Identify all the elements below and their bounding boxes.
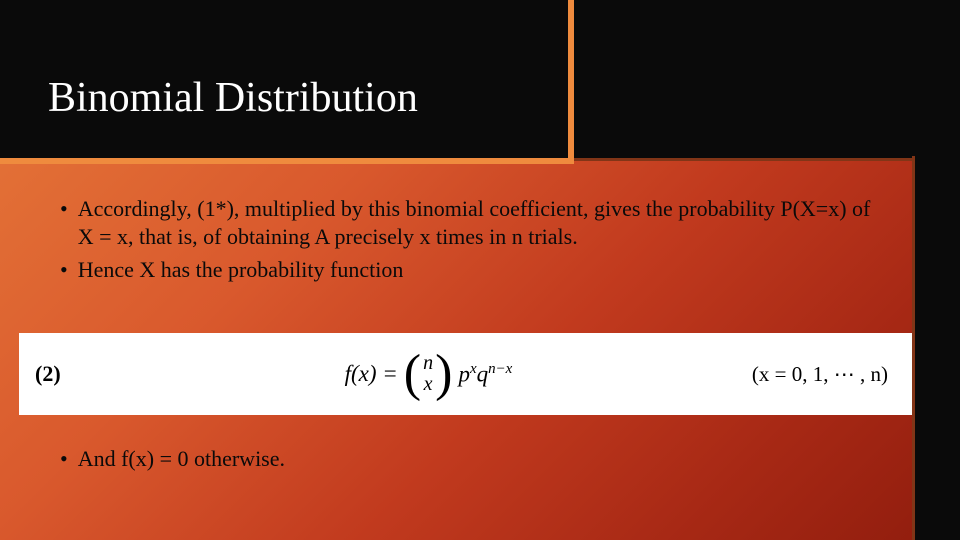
content-area: • Accordingly, (1*), multiplied by this …: [60, 195, 882, 290]
bullet-1: • Accordingly, (1*), multiplied by this …: [60, 195, 882, 250]
equation-domain: (x = 0, 1, ⋯ , n): [752, 362, 888, 387]
accent-horizontal-thin: [574, 158, 912, 161]
equation-number: (2): [35, 361, 105, 387]
paren-left-icon: (: [404, 348, 421, 400]
slide: Binomial Distribution • Accordingly, (1*…: [0, 0, 960, 540]
bullet-3: • And f(x) = 0 otherwise.: [60, 446, 882, 472]
p-base: p: [458, 361, 470, 386]
p-exp: x: [470, 361, 477, 377]
accent-vertical: [568, 0, 574, 158]
binomial-coefficient: ( n x ): [404, 348, 453, 400]
right-border: [912, 156, 960, 540]
binom-bottom: x: [424, 374, 433, 395]
term-p: pxqn−x: [458, 361, 512, 388]
bullet-2-text: Hence X has the probability function: [78, 256, 404, 284]
q-base: q: [477, 361, 489, 386]
formula-box: (2) f(x) = ( n x ) pxqn−x (x = 0, 1, ⋯ ,…: [19, 333, 912, 415]
q-exp: n−x: [488, 361, 512, 377]
bullet-3-text: And f(x) = 0 otherwise.: [78, 446, 285, 472]
after-formula: • And f(x) = 0 otherwise.: [60, 446, 882, 478]
equation-body: f(x) = ( n x ) pxqn−x: [105, 348, 752, 400]
bullet-icon: •: [60, 195, 68, 250]
paren-right-icon: ): [435, 348, 452, 400]
binom-stack: n x: [421, 353, 435, 395]
bullet-2: • Hence X has the probability function: [60, 256, 882, 284]
binom-top: n: [423, 353, 433, 374]
bullet-1-text: Accordingly, (1*), multiplied by this bi…: [78, 195, 882, 250]
equation-lhs: f(x) =: [345, 361, 398, 387]
accent-horizontal: [0, 158, 574, 164]
bullet-icon: •: [60, 256, 68, 284]
slide-title: Binomial Distribution: [48, 74, 418, 122]
bullet-icon: •: [60, 446, 68, 472]
